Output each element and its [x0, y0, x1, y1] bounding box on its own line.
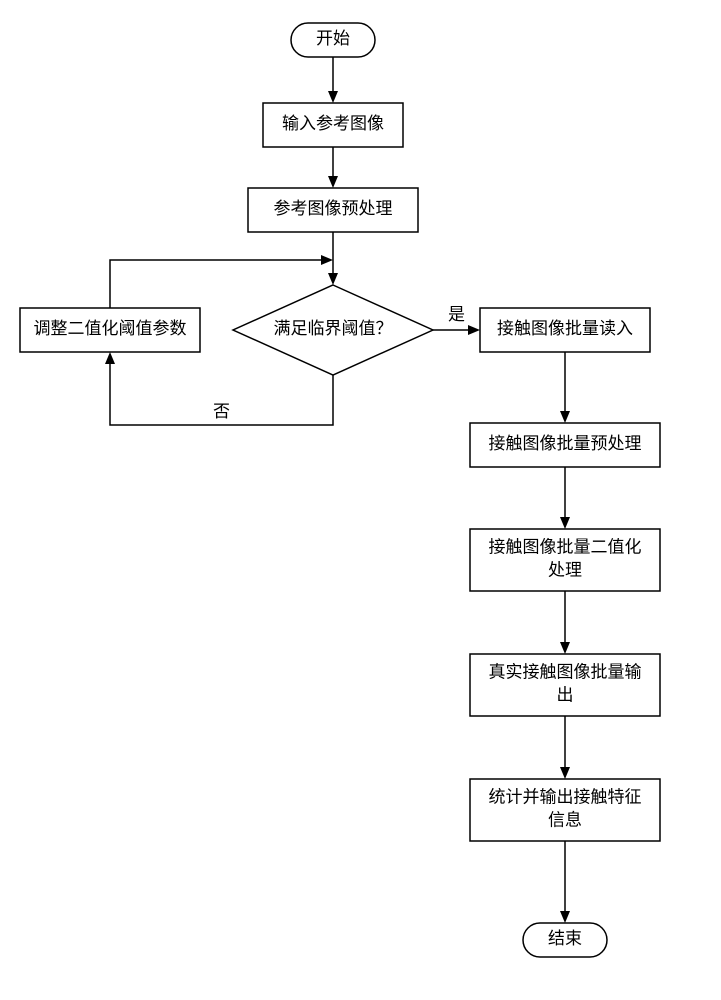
- edge-label: 是: [448, 305, 465, 324]
- node-label: 出: [557, 685, 574, 704]
- node-label: 结束: [548, 929, 582, 948]
- node-input: 输入参考图像: [263, 103, 403, 147]
- node-label: 统计并输出接触特征: [489, 787, 642, 806]
- node-label: 开始: [316, 29, 350, 48]
- node-end: 结束: [523, 923, 607, 957]
- node-label: 处理: [548, 560, 582, 579]
- node-batchread: 接触图像批量读入: [480, 308, 650, 352]
- node-preproc: 参考图像预处理: [248, 188, 418, 232]
- node-stats: 统计并输出接触特征信息: [470, 779, 660, 841]
- node-adjust: 调整二值化阈值参数: [20, 308, 200, 352]
- node-label: 接触图像批量二值化: [489, 537, 642, 556]
- node-label: 满足临界阈值？: [274, 319, 393, 338]
- node-label: 参考图像预处理: [274, 199, 393, 218]
- node-label: 接触图像批量预处理: [489, 434, 642, 453]
- node-label: 调整二值化阈值参数: [34, 319, 187, 338]
- edge-label: 否: [213, 402, 230, 421]
- node-realout: 真实接触图像批量输出: [470, 654, 660, 716]
- node-label: 接触图像批量读入: [497, 319, 633, 338]
- node-label: 信息: [548, 810, 582, 829]
- node-start: 开始: [291, 23, 375, 57]
- node-label: 输入参考图像: [282, 114, 384, 133]
- node-batchbin: 接触图像批量二值化处理: [470, 529, 660, 591]
- node-label: 真实接触图像批量输: [489, 662, 642, 681]
- node-batchpre: 接触图像批量预处理: [470, 423, 660, 467]
